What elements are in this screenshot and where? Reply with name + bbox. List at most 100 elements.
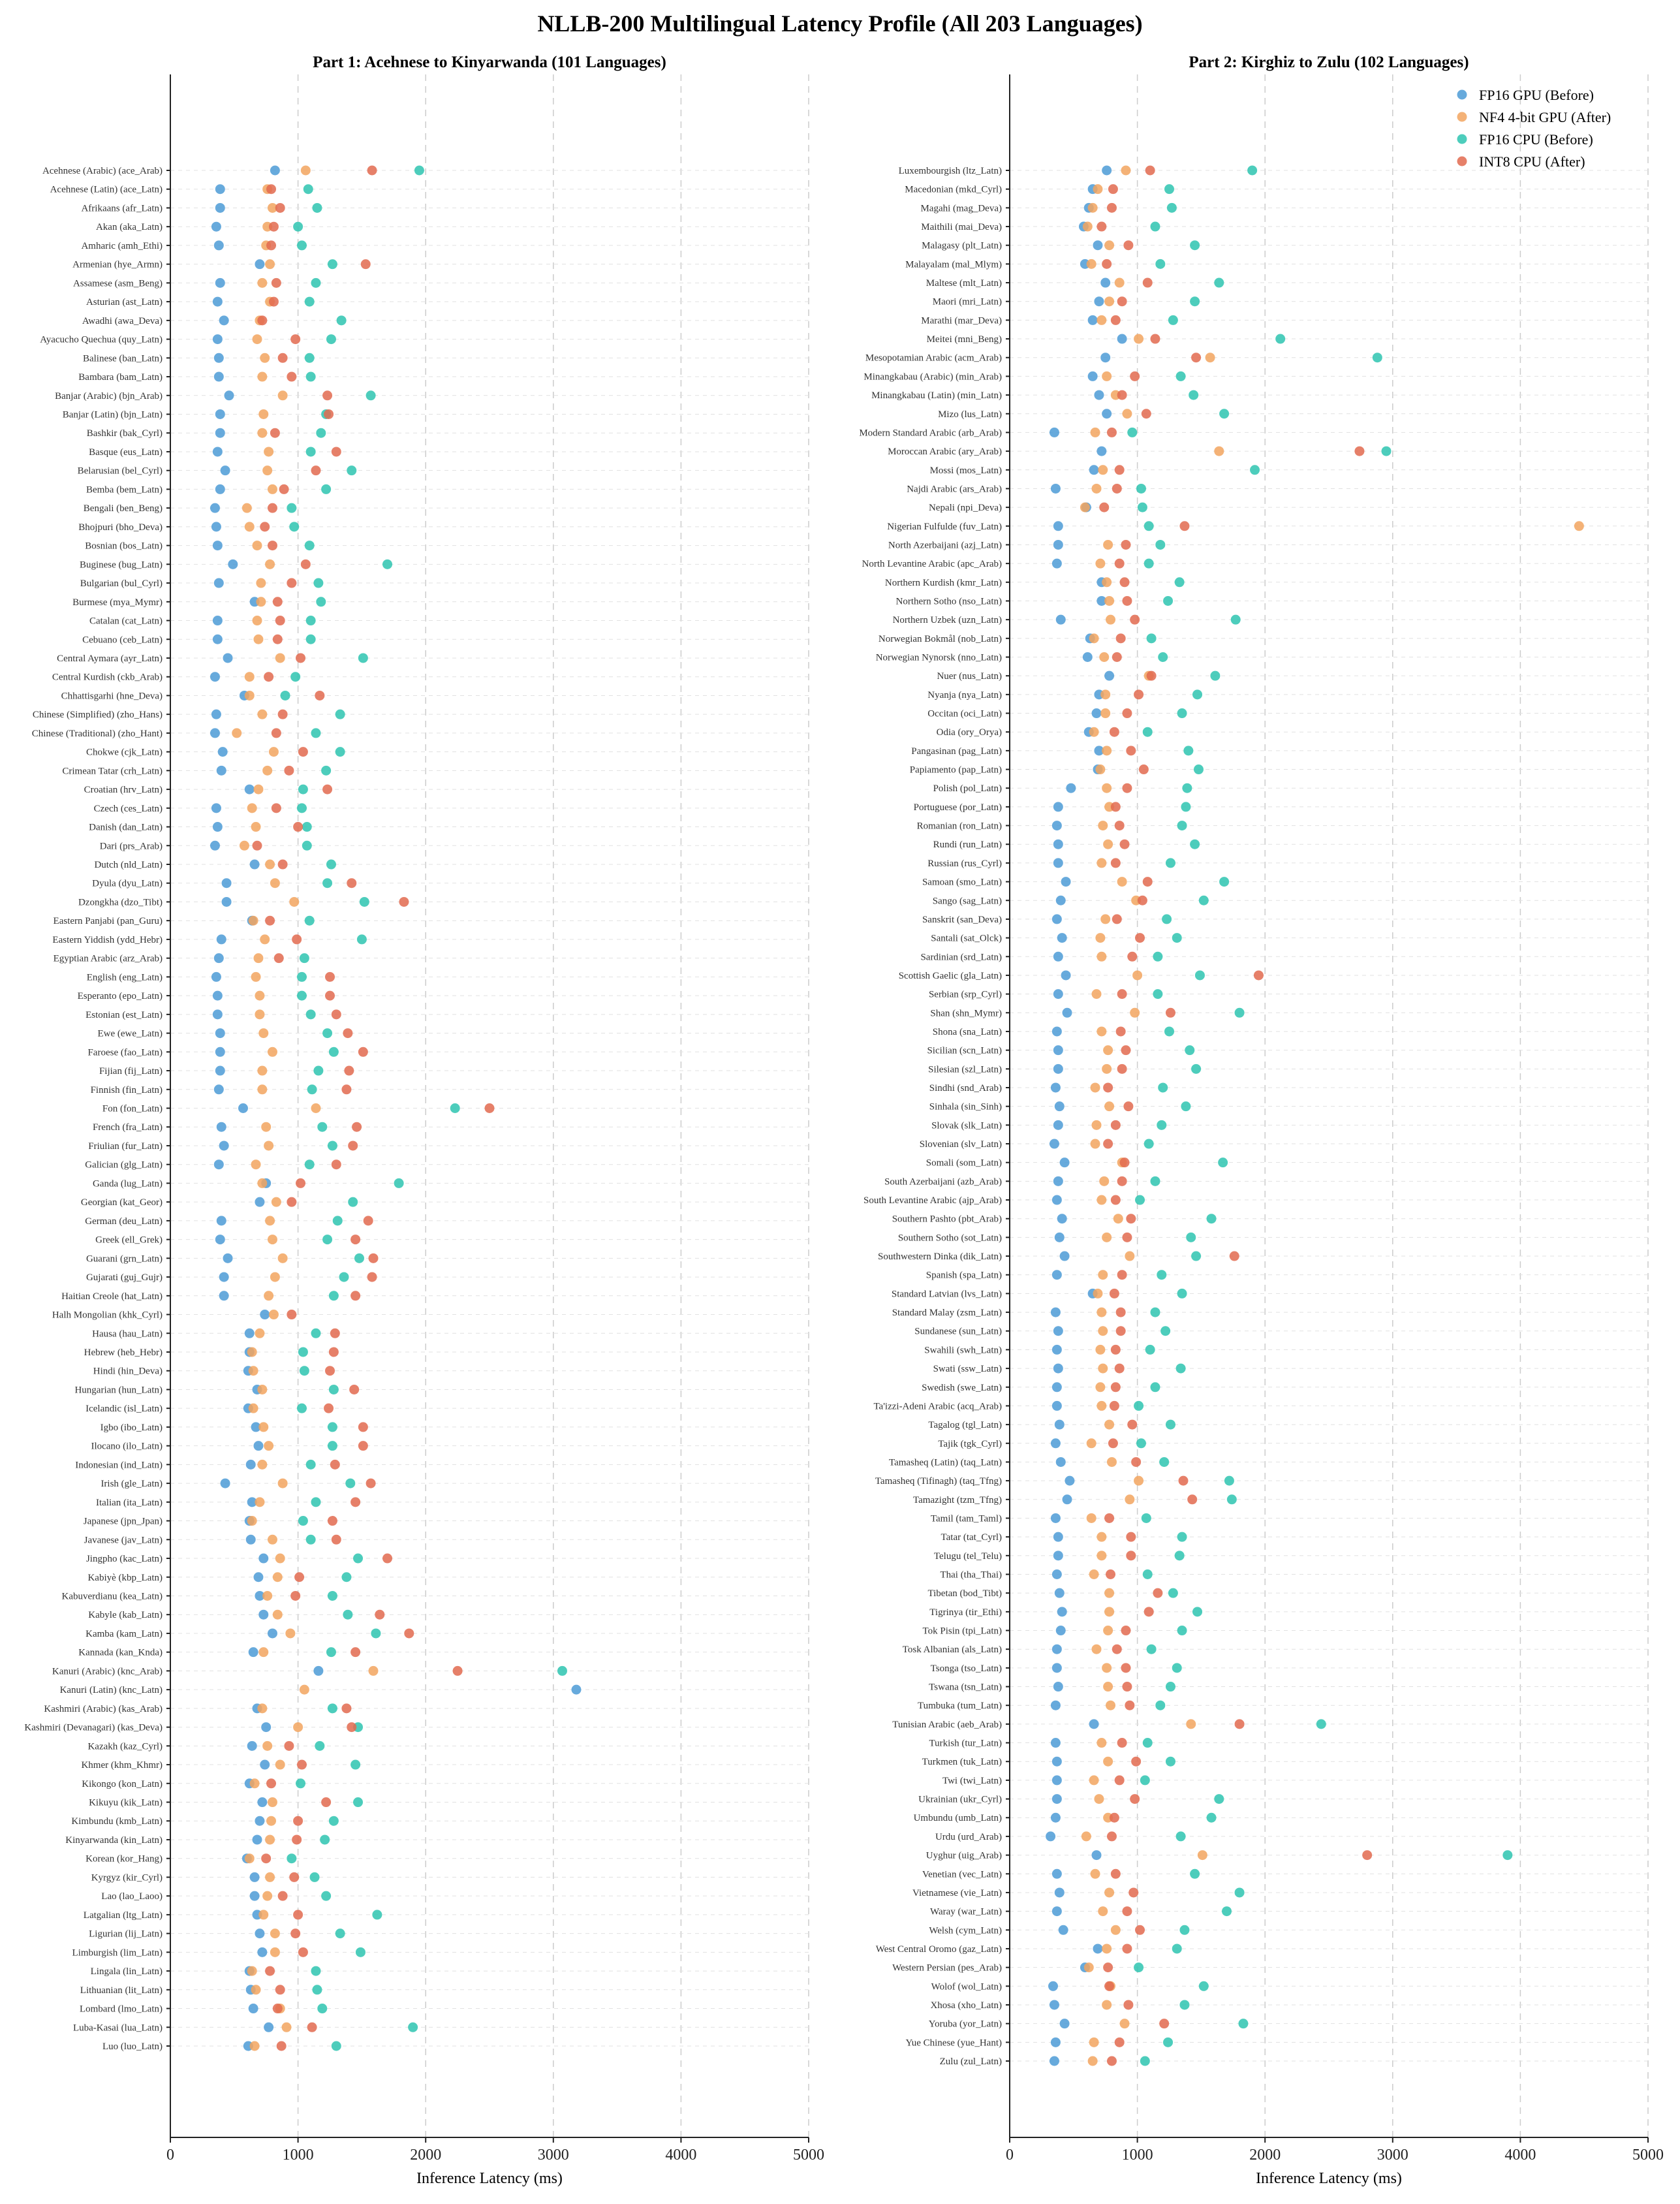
row-bosnian-bos-latn xyxy=(212,541,315,551)
point-int8-cpu xyxy=(350,1497,361,1507)
point-fp16-cpu xyxy=(1182,783,1192,793)
row-shan-shn-mymr xyxy=(1062,1007,1245,1018)
y-tick-label: Luo (luo_Latn) xyxy=(102,2041,163,2052)
point-fp16-gpu xyxy=(251,1422,261,1432)
point-int8-cpu xyxy=(1104,1981,1115,1991)
point-fp16-cpu xyxy=(350,1759,361,1770)
y-tick-label: Western Persian (pes_Arab) xyxy=(892,1963,1002,1974)
point-fp16-gpu xyxy=(252,1834,262,1845)
point-nf4-gpu xyxy=(262,1740,273,1751)
point-int8-cpu xyxy=(1114,1363,1125,1374)
y-tick-label: Javanese (jav_Latn) xyxy=(84,1535,163,1545)
point-int8-cpu xyxy=(1145,165,1155,176)
row-banjar-latin-bjn-latn xyxy=(215,409,334,419)
point-int8-cpu xyxy=(341,1084,352,1095)
row-somali-som-latn xyxy=(1059,1157,1228,1168)
point-int8-cpu xyxy=(1114,465,1125,475)
point-int8-cpu xyxy=(360,259,371,270)
point-fp16-gpu xyxy=(249,1872,260,1882)
point-fp16-cpu xyxy=(1247,165,1258,176)
row-limburgish-lim-latn xyxy=(257,1947,366,1957)
row-nyanja-nya-latn xyxy=(1094,689,1203,700)
point-int8-cpu xyxy=(358,1441,368,1451)
point-nf4-gpu xyxy=(1134,1475,1144,1486)
y-tick-label: Icelandic (isl_Latn) xyxy=(86,1404,163,1414)
point-fp16-gpu xyxy=(1055,1456,1066,1467)
point-nf4-gpu xyxy=(255,1497,265,1507)
row-southwestern-dinka-dik-latn xyxy=(1059,1251,1239,1261)
point-fp16-cpu xyxy=(322,1235,333,1245)
point-int8-cpu xyxy=(331,1159,341,1170)
point-fp16-cpu xyxy=(1316,1719,1326,1729)
point-int8-cpu xyxy=(257,315,268,326)
point-fp16-cpu xyxy=(345,1478,356,1488)
row-pangasinan-pag-latn xyxy=(1094,746,1194,756)
row-tibetan-bod-tibt xyxy=(1054,1588,1178,1598)
row-swati-ssw-latn xyxy=(1053,1363,1186,1374)
y-tick-label: Moroccan Arabic (ary_Arab) xyxy=(888,447,1002,457)
y-tick-label: Norwegian Nynorsk (nno_Latn) xyxy=(876,653,1002,663)
point-fp16-gpu xyxy=(1051,1569,1062,1579)
point-fp16-cpu xyxy=(1142,727,1153,737)
point-fp16-gpu xyxy=(258,1609,269,1620)
point-fp16-gpu xyxy=(1051,1195,1062,1205)
y-tick-label: Norwegian Bokmål (nob_Latn) xyxy=(879,634,1002,644)
point-nf4-gpu xyxy=(1186,1719,1196,1729)
y-tick-label: Marathi (mar_Deva) xyxy=(921,315,1002,326)
y-tick-label: Yue Chinese (yue_Hant) xyxy=(906,2038,1002,2048)
point-nf4-gpu xyxy=(1089,633,1099,644)
point-fp16-gpu xyxy=(1087,315,1098,325)
row-kabyle-kab-latn xyxy=(258,1609,385,1620)
point-fp16-gpu xyxy=(219,315,229,326)
point-fp16-cpu xyxy=(1155,1700,1166,1710)
point-nf4-gpu xyxy=(1104,1607,1115,1617)
row-sundanese-sun-latn xyxy=(1053,1326,1171,1336)
point-int8-cpu xyxy=(298,1947,308,1957)
point-int8-cpu xyxy=(293,1816,303,1826)
row-silesian-szl-latn xyxy=(1053,1063,1202,1074)
y-tick-label: Georgian (kat_Geor) xyxy=(81,1197,163,1208)
point-int8-cpu xyxy=(311,465,321,476)
row-santali-sat-olck xyxy=(1057,933,1182,943)
row-guarani-grn-latn xyxy=(223,1253,379,1263)
point-nf4-gpu xyxy=(251,822,261,832)
y-tick-label: Dzongkha (dzo_Tibt) xyxy=(78,897,163,907)
point-fp16-gpu xyxy=(215,484,225,494)
y-tick-label: Dari (prs_Arab) xyxy=(100,841,163,851)
legend-label: FP16 CPU (Before) xyxy=(1479,131,1593,148)
row-shona-sna-latn xyxy=(1051,1026,1174,1037)
y-tick-label: Kabyle (kab_Latn) xyxy=(88,1610,163,1620)
point-fp16-gpu xyxy=(219,1272,229,1282)
point-nf4-gpu xyxy=(253,953,264,964)
point-fp16-gpu xyxy=(1091,708,1102,719)
y-tick-label: Kashmiri (Arabic) (kas_Arab) xyxy=(44,1704,163,1714)
point-fp16-cpu xyxy=(1219,409,1230,419)
legend-item-fp16-cpu: FP16 CPU (Before) xyxy=(1457,131,1593,148)
x-tick-label: 2000 xyxy=(410,2147,441,2164)
point-fp16-cpu xyxy=(1143,558,1154,569)
point-int8-cpu xyxy=(267,503,277,513)
y-tick-label: Nuer (nus_Latn) xyxy=(937,671,1002,682)
y-tick-label: Balinese (ban_Latn) xyxy=(83,353,163,364)
row-kyrgyz-kir-cyrl xyxy=(249,1872,320,1882)
row-chhattisgarhi-hne-deva xyxy=(239,690,325,701)
point-fp16-gpu xyxy=(1053,858,1063,868)
row-portuguese-por-latn xyxy=(1053,802,1191,812)
row-acehnese-latin-ace-latn xyxy=(215,184,313,195)
point-int8-cpu xyxy=(287,578,297,588)
point-int8-cpu xyxy=(272,634,283,644)
row-hausa-hau-latn xyxy=(244,1328,340,1338)
point-int8-cpu xyxy=(1119,1157,1130,1168)
point-nf4-gpu xyxy=(1081,1831,1091,1842)
point-nf4-gpu xyxy=(1097,1532,1107,1542)
row-norwegian-bokm-l-nob-latn xyxy=(1085,633,1157,644)
point-fp16-cpu xyxy=(305,1009,316,1020)
point-fp16-cpu xyxy=(1166,202,1177,213)
point-int8-cpu xyxy=(1109,1400,1119,1411)
y-tick-label: Gujarati (guj_Gujr) xyxy=(86,1272,163,1283)
point-int8-cpu xyxy=(296,1178,306,1188)
point-nf4-gpu xyxy=(247,1516,257,1526)
point-int8-cpu xyxy=(1112,652,1122,663)
point-fp16-gpu xyxy=(255,1590,265,1601)
point-nf4-gpu xyxy=(1095,764,1106,775)
